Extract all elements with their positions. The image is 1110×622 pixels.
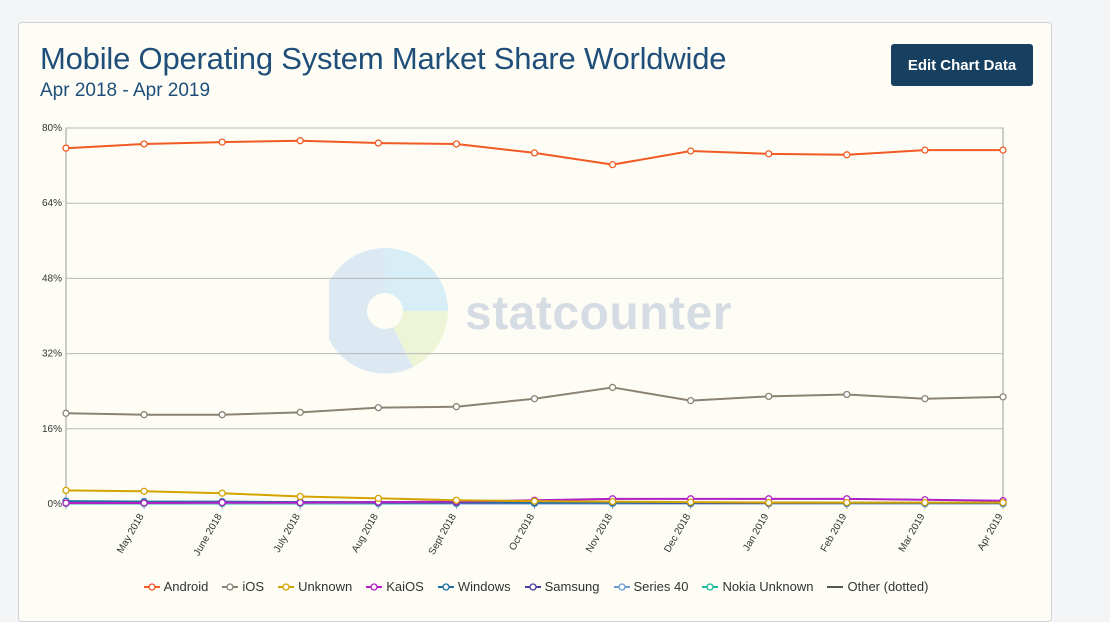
data-point[interactable]	[63, 487, 69, 493]
data-point[interactable]	[219, 139, 225, 145]
data-point[interactable]	[688, 499, 694, 505]
data-point[interactable]	[922, 500, 928, 506]
y-tick-label: 16%	[42, 424, 62, 435]
data-point[interactable]	[532, 498, 538, 504]
x-tick-label: Sept 2018	[427, 512, 460, 557]
x-tick-label: Oct 2018	[507, 512, 537, 553]
x-tick-label: Mar 2019	[897, 512, 928, 554]
legend-label: Series 40	[634, 579, 689, 594]
data-point[interactable]	[63, 500, 69, 506]
legend-label: Nokia Unknown	[722, 579, 813, 594]
series-android	[63, 138, 1006, 168]
x-tick-label: June 2018	[192, 512, 225, 558]
line-chart: 0% 16% 32% 48% 64% 80% May 2018 June 2018 July 2…	[19, 23, 1053, 573]
data-point[interactable]	[453, 404, 459, 410]
x-tick-label: Feb 2019	[819, 512, 850, 554]
legend-item[interactable]: Other (dotted)	[827, 579, 928, 594]
data-point[interactable]	[219, 500, 225, 506]
data-point[interactable]	[1000, 394, 1006, 400]
legend-item[interactable]: Samsung	[525, 579, 600, 594]
legend-label: Windows	[458, 579, 511, 594]
data-point[interactable]	[1000, 147, 1006, 153]
data-point[interactable]	[844, 152, 850, 158]
legend-item[interactable]: Windows	[438, 579, 511, 594]
data-point[interactable]	[219, 490, 225, 496]
legend-label: Android	[164, 579, 209, 594]
data-point[interactable]	[766, 500, 772, 506]
x-tick-label: Dec 2018	[662, 512, 693, 555]
data-point[interactable]	[766, 393, 772, 399]
data-point[interactable]	[610, 162, 616, 168]
data-point[interactable]	[610, 384, 616, 390]
data-point[interactable]	[1000, 500, 1006, 506]
y-tick-label: 0%	[48, 499, 63, 510]
legend-swatch-icon	[702, 582, 718, 592]
legend-swatch-icon	[827, 582, 843, 592]
data-point[interactable]	[453, 141, 459, 147]
data-point[interactable]	[297, 138, 303, 144]
data-point[interactable]	[297, 493, 303, 499]
data-point[interactable]	[844, 391, 850, 397]
data-point[interactable]	[297, 500, 303, 506]
x-tick-label: Nov 2018	[584, 512, 615, 555]
data-point[interactable]	[141, 412, 147, 418]
legend-swatch-icon	[144, 582, 160, 592]
data-point[interactable]	[375, 140, 381, 146]
legend-label: KaiOS	[386, 579, 424, 594]
data-point[interactable]	[844, 500, 850, 506]
legend-label: Unknown	[298, 579, 352, 594]
legend-swatch-icon	[366, 582, 382, 592]
legend-label: Other (dotted)	[847, 579, 928, 594]
data-point[interactable]	[141, 500, 147, 506]
legend-item[interactable]: Series 40	[614, 579, 689, 594]
legend-item[interactable]: KaiOS	[366, 579, 424, 594]
y-tick-label: 48%	[42, 273, 62, 284]
legend-label: Samsung	[545, 579, 600, 594]
data-point[interactable]	[922, 396, 928, 402]
legend-item[interactable]: Nokia Unknown	[702, 579, 813, 594]
data-point[interactable]	[766, 151, 772, 157]
series-layer	[63, 138, 1006, 507]
legend-swatch-icon	[614, 582, 630, 592]
chart-card: Mobile Operating System Market Share Wor…	[18, 22, 1052, 622]
legend-item[interactable]: Android	[144, 579, 209, 594]
legend-swatch-icon	[525, 582, 541, 592]
data-point[interactable]	[375, 495, 381, 501]
x-tick-label: Aug 2018	[350, 512, 381, 555]
data-point[interactable]	[63, 410, 69, 416]
x-tick-label: July 2018	[272, 512, 303, 555]
y-tick-label: 80%	[42, 123, 62, 134]
y-tick-label: 32%	[42, 349, 62, 360]
data-point[interactable]	[532, 150, 538, 156]
data-point[interactable]	[610, 499, 616, 505]
data-point[interactable]	[922, 147, 928, 153]
x-tick-label: May 2018	[115, 512, 147, 556]
data-point[interactable]	[375, 405, 381, 411]
y-tick-label: 64%	[42, 198, 62, 209]
data-point[interactable]	[63, 145, 69, 151]
data-point[interactable]	[532, 396, 538, 402]
x-tick-label: Jan 2019	[741, 512, 771, 554]
data-point[interactable]	[453, 497, 459, 503]
legend-label: iOS	[242, 579, 264, 594]
legend-swatch-icon	[438, 582, 454, 592]
data-point[interactable]	[688, 148, 694, 154]
data-point[interactable]	[141, 141, 147, 147]
grid-layer	[66, 128, 1003, 509]
legend-swatch-icon	[222, 582, 238, 592]
legend-item[interactable]: iOS	[222, 579, 264, 594]
x-tick-label: Apr 2019	[976, 512, 1006, 553]
legend-item[interactable]: Unknown	[278, 579, 352, 594]
plot-border	[66, 128, 1003, 504]
legend-swatch-icon	[278, 582, 294, 592]
data-point[interactable]	[688, 398, 694, 404]
data-point[interactable]	[219, 412, 225, 418]
chart-legend: Android iOS Unknown KaiOS Windows Samsung Seri…	[19, 579, 1053, 594]
data-point[interactable]	[141, 488, 147, 494]
series-ios	[63, 384, 1006, 417]
data-point[interactable]	[297, 409, 303, 415]
